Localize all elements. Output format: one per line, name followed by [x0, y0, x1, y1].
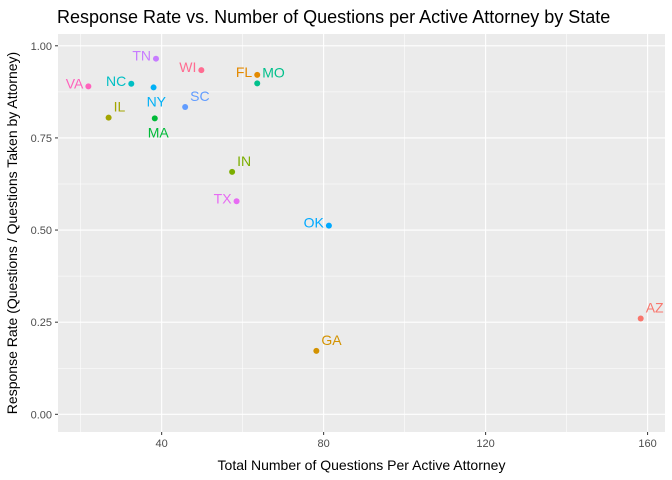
x-axis-label: Total Number of Questions Per Active Att… [218, 457, 506, 473]
plot-panel [58, 34, 665, 432]
x-tick-label: 160 [638, 438, 656, 450]
point-label-mo: MO [262, 64, 285, 80]
x-tick-label: 80 [318, 438, 330, 450]
point-ga [313, 347, 320, 354]
point-in [229, 168, 236, 175]
point-label-ma: MA [148, 124, 170, 140]
point-fl [254, 71, 261, 78]
point-label-il: IL [114, 99, 126, 115]
point-label-va: VA [66, 75, 84, 91]
point-label-az: AZ [646, 299, 664, 315]
point-mo [254, 80, 261, 87]
point-nc [128, 80, 135, 87]
point-ny [150, 84, 157, 91]
point-label-ok: OK [304, 215, 325, 231]
y-axis-label: Response Rate (Questions / Questions Tak… [4, 52, 20, 414]
point-labels: AZ VA IL NC NY TN MA SC WI IN TX FL MO GA OK [66, 48, 664, 348]
grid-major [58, 34, 665, 432]
x-tick-label: 120 [476, 438, 494, 450]
point-ma [151, 115, 158, 122]
point-label-ga: GA [321, 332, 342, 348]
point-label-sc: SC [190, 88, 209, 104]
point-il [105, 114, 112, 121]
chart-title: Response Rate vs. Number of Questions pe… [57, 7, 610, 27]
y-axis-ticks: 0.00 0.25 0.50 0.75 1.00 [31, 41, 58, 421]
point-label-tn: TN [132, 48, 151, 64]
data-points [85, 55, 644, 354]
y-tick-label: 0.00 [31, 409, 52, 421]
point-tn [152, 55, 159, 62]
point-label-ny: NY [147, 93, 167, 109]
grid-minor [58, 34, 665, 432]
y-tick-label: 0.50 [31, 225, 52, 237]
point-va [85, 83, 92, 90]
point-sc [182, 103, 189, 110]
x-tick-label: 40 [156, 438, 168, 450]
point-label-nc: NC [106, 73, 126, 89]
point-label-in: IN [237, 153, 251, 169]
point-label-tx: TX [214, 190, 233, 206]
y-tick-label: 0.25 [31, 317, 52, 329]
x-axis-ticks: 40 80 120 160 [156, 432, 657, 450]
point-ok [325, 222, 332, 229]
y-tick-label: 0.75 [31, 133, 52, 145]
point-label-fl: FL [236, 64, 253, 80]
point-az [637, 315, 644, 322]
point-wi [198, 67, 205, 74]
point-label-wi: WI [179, 59, 196, 75]
y-tick-label: 1.00 [31, 41, 52, 53]
point-tx [233, 198, 240, 205]
